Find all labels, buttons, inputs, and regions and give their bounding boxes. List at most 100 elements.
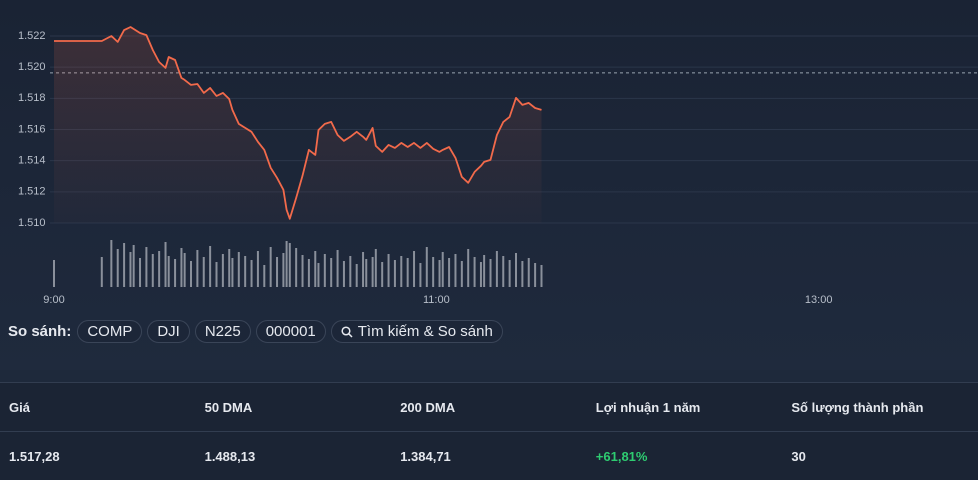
volume-bar bbox=[419, 263, 422, 287]
volume-bar bbox=[190, 261, 193, 287]
y-tick-label: 1.512 bbox=[18, 186, 46, 198]
value-cell: 1.488,13 bbox=[204, 448, 256, 464]
volume-bar bbox=[183, 253, 186, 287]
volume-bar bbox=[180, 248, 183, 287]
compare-chip[interactable]: DJI bbox=[147, 320, 190, 343]
volume-bar bbox=[362, 252, 365, 287]
y-tick-label: 1.514 bbox=[18, 155, 46, 167]
volume-bar bbox=[250, 260, 253, 287]
header-cell: Lợi nhuận 1 năm bbox=[595, 399, 701, 415]
volume-bar bbox=[393, 260, 396, 287]
compare-bar: So sánh: COMP DJI N225 000001 Tìm kiếm &… bbox=[8, 320, 503, 343]
volume-bar bbox=[330, 258, 333, 287]
compare-chip[interactable]: 000001 bbox=[255, 320, 326, 343]
header-cell: 50 DMA bbox=[204, 399, 253, 415]
volume-bar bbox=[479, 262, 482, 287]
volume-bar bbox=[164, 242, 167, 287]
price-area bbox=[54, 27, 542, 223]
volume-bar bbox=[438, 260, 441, 287]
volume-bar bbox=[285, 241, 288, 287]
volume-bar bbox=[145, 247, 148, 287]
x-tick-label: 11:00 bbox=[423, 294, 450, 306]
volume-bar bbox=[288, 243, 291, 287]
volume-bar bbox=[116, 249, 119, 287]
volume-bar bbox=[53, 260, 55, 287]
volume-bar bbox=[295, 248, 298, 287]
chart: 1.510 1.512 1.514 1.516 1.518 1.520 1.522 9:00 1… bbox=[18, 26, 978, 306]
header-cell: Giá bbox=[9, 399, 30, 415]
volume-bar bbox=[448, 258, 451, 287]
volume-bar bbox=[237, 252, 240, 287]
volume-bar bbox=[473, 257, 476, 287]
volume-bar bbox=[174, 259, 177, 287]
volume-bar bbox=[263, 265, 266, 287]
value-cell: 1.517,28 bbox=[9, 448, 60, 464]
volume-bar bbox=[349, 256, 352, 287]
volume-bar bbox=[282, 253, 285, 287]
search-icon bbox=[341, 325, 353, 338]
volume-bar bbox=[301, 255, 304, 287]
search-chip[interactable]: Tìm kiếm & So sánh bbox=[330, 320, 503, 343]
volume-bar bbox=[371, 257, 374, 287]
stats-header: Giá 50 DMA 200 DMA Lợi nhuận 1 năm Số lư… bbox=[0, 383, 978, 431]
volume-bar bbox=[276, 257, 279, 287]
volume-bar bbox=[123, 243, 126, 287]
volume-bar bbox=[467, 249, 470, 287]
compare-chip[interactable]: N225 bbox=[194, 320, 251, 343]
volume-bar bbox=[314, 251, 317, 287]
header-cell: 200 DMA bbox=[400, 399, 456, 415]
volume-bar bbox=[269, 247, 272, 287]
volume-bar bbox=[228, 249, 231, 287]
volume-bar bbox=[489, 259, 492, 287]
volume-bar bbox=[221, 254, 224, 287]
volume-bar bbox=[307, 259, 310, 287]
volume-bar bbox=[406, 258, 409, 287]
volume-bar bbox=[209, 246, 212, 287]
volume-bar bbox=[151, 254, 154, 287]
volume-bar bbox=[413, 251, 416, 287]
volume-bar bbox=[202, 257, 205, 287]
volume-bar bbox=[374, 249, 377, 287]
volume-bar bbox=[355, 264, 358, 287]
volume-bar bbox=[527, 258, 530, 287]
volume-bar bbox=[132, 245, 135, 287]
value-cell: 30 bbox=[791, 448, 806, 464]
x-tick-label: 9:00 bbox=[43, 294, 64, 306]
volume-bar bbox=[495, 251, 498, 287]
y-tick-label: 1.516 bbox=[18, 123, 46, 135]
x-tick-label: 13:00 bbox=[805, 294, 833, 306]
compare-label: So sánh: bbox=[8, 323, 72, 340]
value-cell: 1.384,71 bbox=[400, 448, 451, 464]
header-cell: Số lượng thành phần bbox=[791, 399, 924, 415]
volume-bar bbox=[400, 256, 403, 287]
volume-bar bbox=[100, 257, 103, 287]
volume-bar bbox=[381, 262, 384, 287]
volume-bar bbox=[158, 251, 161, 287]
volume-bar bbox=[323, 254, 326, 287]
volume-bar bbox=[432, 257, 435, 287]
volume-bar bbox=[540, 265, 543, 287]
price-line bbox=[54, 26, 542, 220]
volume-bar bbox=[139, 258, 142, 287]
volume-bar bbox=[167, 256, 170, 287]
stats-values: 1.517,28 1.488,13 1.384,71 +61,81% 30 bbox=[0, 431, 978, 480]
volume-bar bbox=[534, 263, 537, 287]
stats-table: Giá 50 DMA 200 DMA Lợi nhuận 1 năm Số lư… bbox=[0, 382, 978, 480]
volume-bar bbox=[521, 261, 524, 287]
volume-bar bbox=[110, 240, 113, 287]
volume-bar bbox=[342, 261, 345, 287]
volume-bar bbox=[508, 260, 511, 287]
volume-bar bbox=[231, 258, 234, 287]
volume-bar bbox=[515, 253, 517, 287]
volume-bar bbox=[256, 251, 259, 287]
volume-bar bbox=[460, 261, 463, 287]
y-tick-label: 1.510 bbox=[18, 217, 46, 229]
volume-bar bbox=[317, 263, 320, 287]
y-tick-label: 1.518 bbox=[18, 92, 46, 104]
value-cell: +61,81% bbox=[595, 448, 648, 464]
volume-bar bbox=[454, 254, 457, 287]
compare-chip[interactable]: COMP bbox=[77, 320, 143, 343]
volume-bar bbox=[425, 247, 428, 287]
volume-bar bbox=[387, 254, 390, 287]
